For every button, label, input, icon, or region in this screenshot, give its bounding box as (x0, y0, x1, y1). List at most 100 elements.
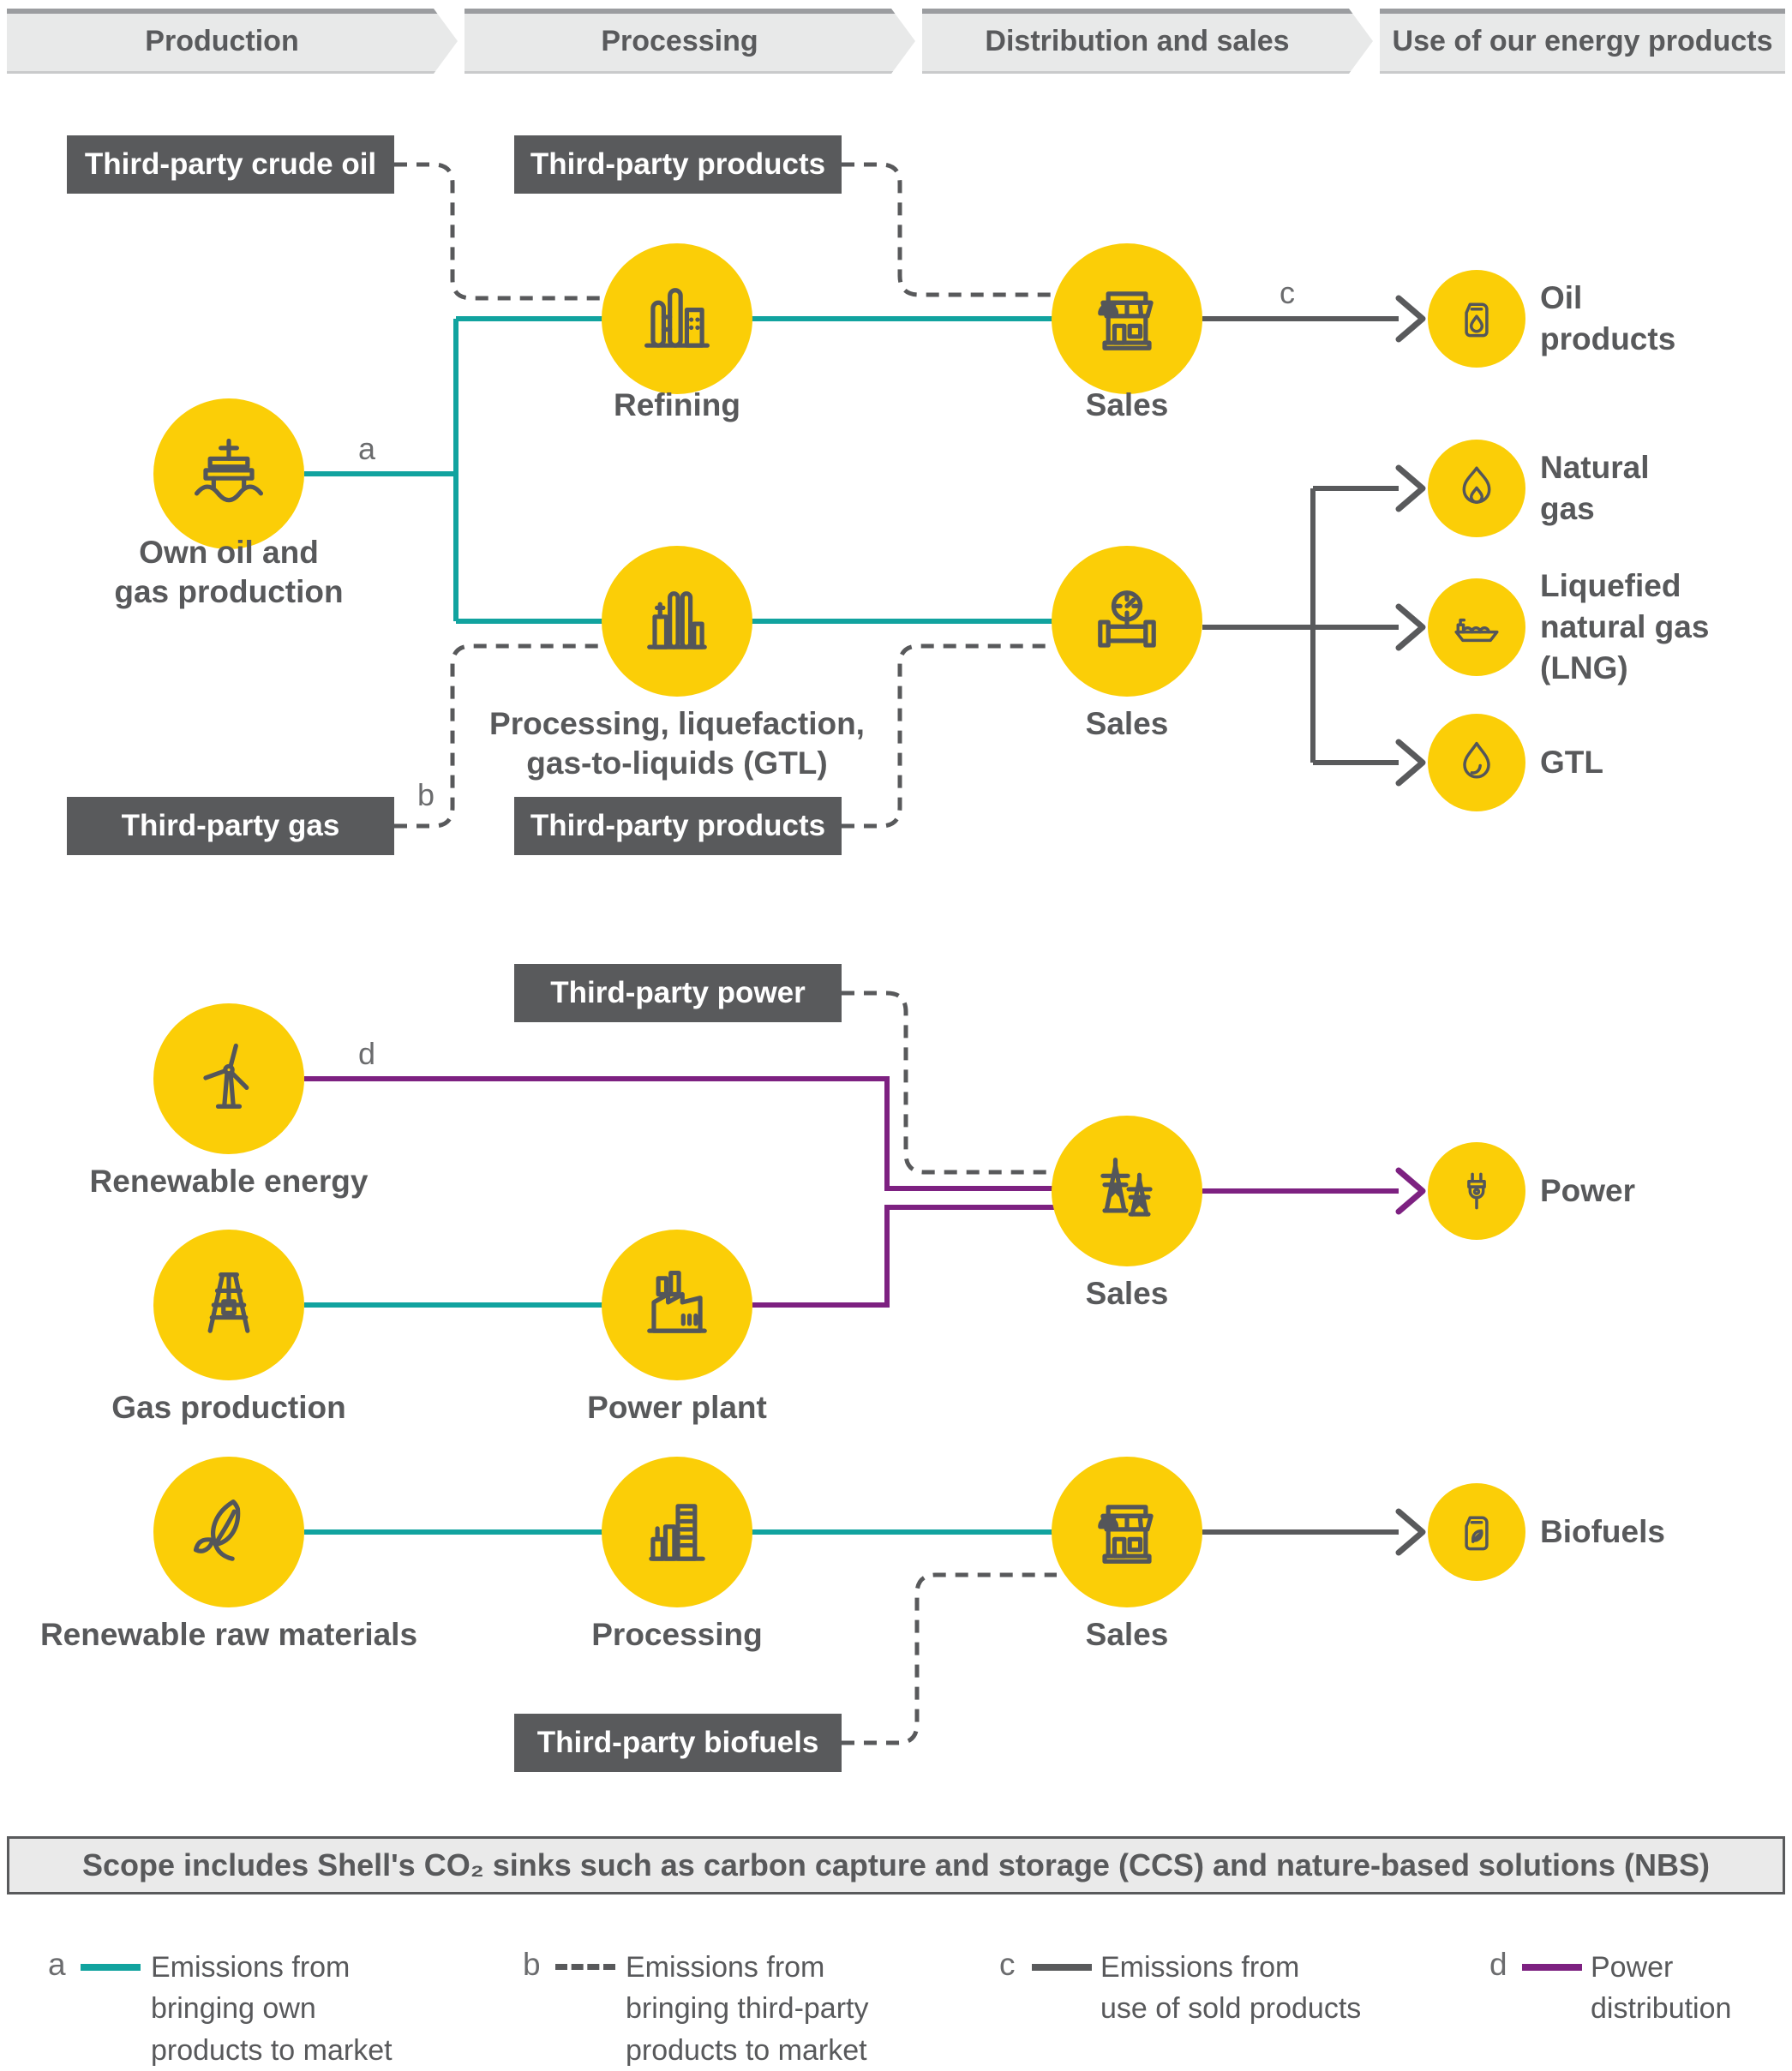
legend-letter-d: d (1489, 1947, 1507, 1982)
node-processing-bio-circle (602, 1457, 752, 1607)
label-renewable-energy: Renewable energy (89, 1164, 369, 1199)
node-sales-oil-circle (1052, 243, 1202, 394)
label-processing-bio: Processing (591, 1617, 763, 1652)
dashed-products-to-sales-gas (842, 643, 1054, 829)
legend-swatch-purple (1522, 1964, 1582, 1971)
buildings-icon (649, 1504, 705, 1561)
flame-icon (1462, 466, 1491, 504)
legend-swatch-teal (81, 1964, 141, 1971)
refinery-icon (644, 288, 710, 348)
scope-note-bar: Scope includes Shell's CO₂ sinks such as… (7, 1836, 1785, 1894)
legend-label-c: Emissions from use of sold products (1100, 1951, 1362, 2026)
line-d-renewable-to-sales (304, 1076, 1063, 1191)
node-sales-power-circle (1052, 1116, 1202, 1266)
line-label-d: d (357, 1036, 376, 1071)
box-third-party-crude-oil: Third-party crude oil (67, 135, 394, 194)
node-refining-circle (602, 243, 752, 394)
leaf-icon (193, 1499, 241, 1561)
box-third-party-biofuels: Third-party biofuels (514, 1714, 842, 1772)
dashed-crude-to-refining (394, 162, 604, 301)
stage-distribution-sales: Distribution and sales (922, 9, 1373, 74)
stage-production: Production (7, 9, 458, 74)
stage-processing: Processing (464, 9, 915, 74)
label-sales-oil: Sales (1085, 387, 1169, 422)
node-processing-liq-circle (602, 546, 752, 697)
label-natural-gas: Natural gas (1540, 449, 1650, 526)
label-gas-production: Gas production (111, 1390, 346, 1425)
arrowhead-gtl (1395, 739, 1426, 787)
shop-shell-icon (1098, 291, 1154, 350)
stage-processing-label: Processing (601, 24, 758, 57)
jerrycan-leaf-icon (1465, 1516, 1489, 1551)
node-biofuels-circle (1428, 1483, 1525, 1581)
node-power-circle (1428, 1142, 1525, 1240)
line-d-powerplant-to-sales (752, 1205, 1063, 1308)
node-gtl-circle (1428, 714, 1525, 811)
box-third-party-products-top: Third-party products (514, 135, 842, 194)
stage-use-of-products-label: Use of our energy products (1392, 24, 1773, 57)
stage-use-of-products: Use of our energy products (1380, 9, 1785, 74)
label-own-oil: Own oil and gas production (114, 535, 344, 610)
dashed-products-to-sales-oil (842, 162, 1054, 297)
stage-production-label: Production (145, 24, 299, 57)
box-third-party-products-bottom-label: Third-party products (530, 809, 826, 842)
arrowhead-oil-products (1395, 295, 1426, 343)
arrowhead-natural-gas (1395, 464, 1426, 512)
lng-ship-icon (1454, 618, 1499, 643)
gas-plant-icon (647, 591, 707, 649)
plug-icon (1467, 1172, 1486, 1210)
box-third-party-power: Third-party power (514, 964, 842, 1022)
label-refining: Refining (614, 387, 740, 422)
box-third-party-power-label: Third-party power (550, 976, 806, 1009)
stage-distribution-sales-label: Distribution and sales (985, 24, 1290, 57)
arrowhead-biofuels (1395, 1508, 1426, 1556)
legend-swatch-dashed (555, 1964, 615, 1970)
drilling-derrick-icon (207, 1272, 250, 1333)
node-renewable-raw-circle (153, 1457, 304, 1607)
node-power-plant-circle (602, 1230, 752, 1380)
node-lng-circle (1428, 578, 1525, 676)
label-oil-products: Oil products (1540, 279, 1676, 356)
wind-turbine-icon (203, 1043, 249, 1109)
label-sales-power: Sales (1085, 1276, 1169, 1311)
power-pylons-icon (1100, 1158, 1153, 1217)
legend-letter-a: a (48, 1947, 66, 1982)
pipeline-gauge-icon (1098, 590, 1156, 648)
shop-shell-icon (1098, 1505, 1154, 1564)
node-sales-bio-circle (1052, 1457, 1202, 1607)
node-own-oil-circle (153, 398, 304, 549)
label-processing-liq: Processing, liquefaction, gas-to-liquids… (489, 706, 865, 781)
power-station-icon (647, 1270, 707, 1333)
jerrycan-icon (1465, 302, 1489, 338)
label-sales-gas: Sales (1085, 706, 1169, 741)
box-third-party-biofuels-label: Third-party biofuels (536, 1726, 819, 1759)
label-renewable-raw: Renewable raw materials (39, 1617, 418, 1652)
line-label-a: a (357, 431, 376, 466)
arrowhead-power (1395, 1167, 1426, 1215)
legend-letter-b: b (523, 1947, 541, 1982)
droplet-icon (1463, 741, 1490, 779)
legend-label-a: Emissions from bringing own products to … (151, 1951, 393, 2067)
legend-swatch-gray (1032, 1964, 1092, 1971)
label-gtl: GTL (1540, 744, 1603, 780)
node-sales-gas-circle (1052, 546, 1202, 697)
legend-label-d: Power distribution (1591, 1951, 1732, 2026)
box-third-party-products-top-label: Third-party products (530, 147, 826, 181)
node-renewable-energy-circle (153, 1003, 304, 1154)
label-biofuels: Biofuels (1540, 1513, 1665, 1549)
label-power-plant: Power plant (587, 1390, 767, 1425)
legend-letter-c: c (999, 1947, 1016, 1982)
dashed-gas-to-processing (394, 643, 604, 829)
label-power: Power (1540, 1172, 1636, 1208)
label-sales-bio: Sales (1085, 1617, 1169, 1652)
arrowhead-lng (1395, 603, 1426, 651)
scope-note-text: Scope includes Shell's CO₂ sinks such as… (82, 1847, 1710, 1882)
box-third-party-crude-oil-label: Third-party crude oil (84, 147, 377, 181)
node-gas-production-circle (153, 1230, 304, 1380)
label-lng: Liquefied natural gas (LNG) (1540, 567, 1710, 686)
dashed-biofuels-to-sales (842, 1572, 1057, 1745)
offshore-platform-icon (194, 438, 264, 503)
box-third-party-products-bottom: Third-party products (514, 797, 842, 855)
legend-label-b: Emissions from bringing third-party prod… (626, 1951, 869, 2067)
